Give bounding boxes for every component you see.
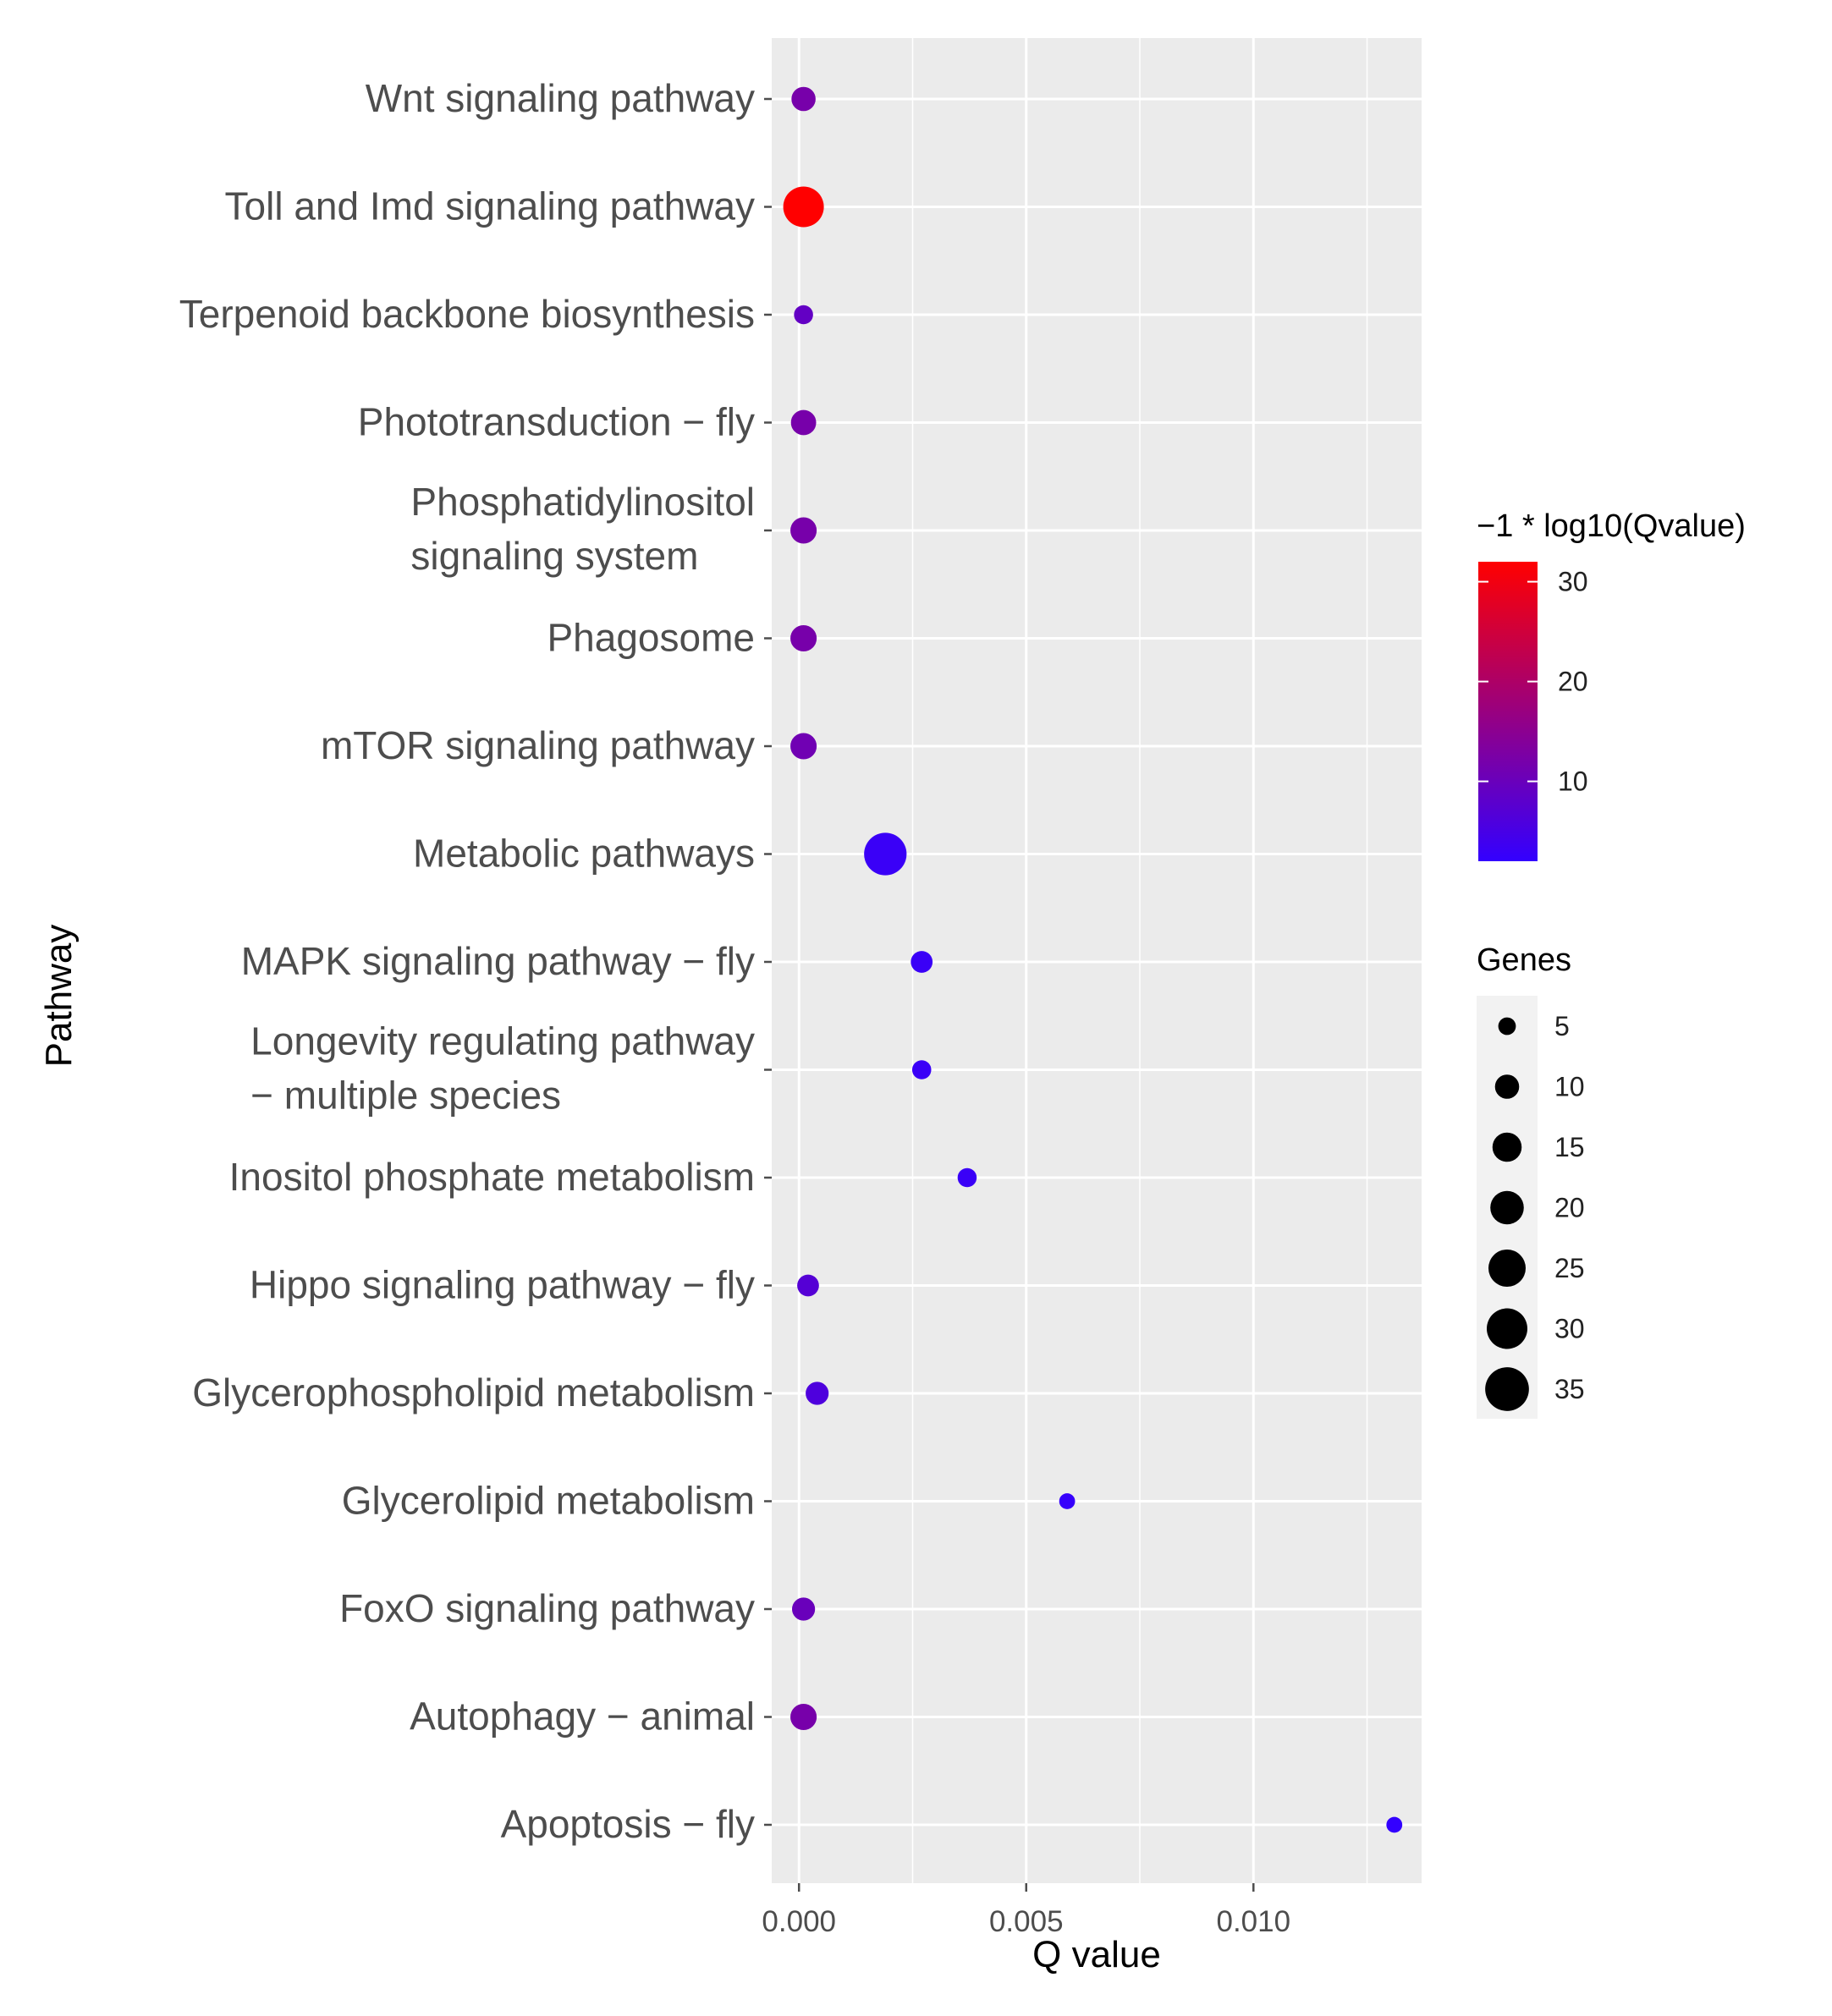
data-point (790, 409, 817, 436)
data-point (783, 186, 824, 228)
y-tick-label-line: Phosphatidylinositol (410, 480, 755, 524)
size-key-dot (1492, 1132, 1522, 1162)
y-tick-label: Inositol phosphate metabolism (229, 1155, 755, 1199)
size-key-label: 30 (1554, 1314, 1585, 1344)
color-tick-label: 10 (1558, 766, 1588, 797)
y-axis-title: Pathway (38, 925, 80, 1068)
data-point (790, 624, 817, 652)
size-key-label: 10 (1554, 1072, 1585, 1102)
data-point (910, 951, 933, 973)
size-legend: Genes 5 10 15 20 25 30 35 (1477, 942, 1585, 1419)
y-tick-label-line: − multiple species (250, 1074, 561, 1118)
y-tick-label-line: signaling system (410, 534, 698, 578)
data-point (864, 832, 907, 876)
y-tick-label: Glycerolipid metabolism (342, 1479, 755, 1523)
y-tick-label: Apoptosis − fly (501, 1802, 755, 1846)
size-key-dot (1498, 1017, 1516, 1035)
x-axis-title: Q value (1032, 1934, 1161, 1975)
data-point (957, 1167, 977, 1188)
x-tick-label: 0.005 (989, 1905, 1064, 1938)
y-tick-label: Phosphatidylinositol signaling system (410, 480, 755, 578)
size-key-label: 35 (1554, 1374, 1585, 1404)
color-bar (1478, 562, 1538, 861)
data-point (791, 1597, 816, 1621)
data-point (806, 1382, 829, 1405)
y-tick-label: Phototransduction − fly (358, 400, 755, 444)
y-tick-label: Terpenoid backbone biosynthesis (179, 292, 755, 336)
data-point (911, 1060, 932, 1079)
y-tick-label-line: Longevity regulating pathway (250, 1019, 755, 1063)
x-axis: 0.000 0.005 0.010 (762, 1883, 1290, 1938)
y-tick-label: Glycerophospholipid metabolism (192, 1371, 755, 1414)
size-key-label: 5 (1554, 1011, 1570, 1041)
x-tick-label: 0.000 (762, 1905, 836, 1938)
data-point (1386, 1816, 1403, 1833)
category-labels: Wnt signaling pathway Toll and Imd signal… (179, 76, 772, 1846)
size-key-label: 15 (1554, 1132, 1585, 1162)
y-tick-label: Wnt signaling pathway (366, 76, 755, 120)
size-key-dot (1488, 1250, 1526, 1287)
data-point (791, 86, 816, 112)
data-point (794, 305, 813, 325)
y-tick-label: mTOR signaling pathway (321, 723, 755, 767)
data-point (797, 1274, 819, 1297)
size-key-label: 20 (1554, 1193, 1585, 1223)
size-key-dot (1486, 1308, 1528, 1349)
y-tick-label: Phagosome (547, 616, 756, 660)
size-legend-title: Genes (1477, 942, 1571, 978)
y-tick-label: Longevity regulating pathway − multiple s… (250, 1019, 755, 1118)
y-tick-label: Toll and Imd signaling pathway (225, 184, 755, 228)
y-tick-label: Hippo signaling pathway − fly (250, 1263, 755, 1307)
y-tick-label: Metabolic pathways (413, 832, 755, 876)
data-point (790, 517, 817, 544)
data-point (790, 1703, 817, 1731)
size-key-dot (1485, 1367, 1529, 1411)
size-key-label: 25 (1554, 1253, 1585, 1283)
y-tick-label: MAPK signaling pathway − fly (241, 939, 755, 983)
data-point (790, 733, 817, 760)
size-key-dot (1494, 1074, 1520, 1099)
grid-lines (772, 38, 1422, 1883)
data-points (783, 86, 1403, 1833)
y-tick-label: Autophagy − animal (410, 1695, 755, 1739)
y-tick-label: FoxO signaling pathway (339, 1586, 755, 1630)
color-legend-title: −1 * log10(Qvalue) (1477, 508, 1746, 544)
color-tick-label: 20 (1558, 667, 1588, 697)
x-tick-label: 0.010 (1216, 1905, 1290, 1938)
color-tick-label: 30 (1558, 567, 1588, 597)
color-legend: −1 * log10(Qvalue) 10 20 30 (1477, 508, 1746, 861)
size-key-dot (1490, 1190, 1524, 1225)
data-point (1059, 1493, 1076, 1509)
